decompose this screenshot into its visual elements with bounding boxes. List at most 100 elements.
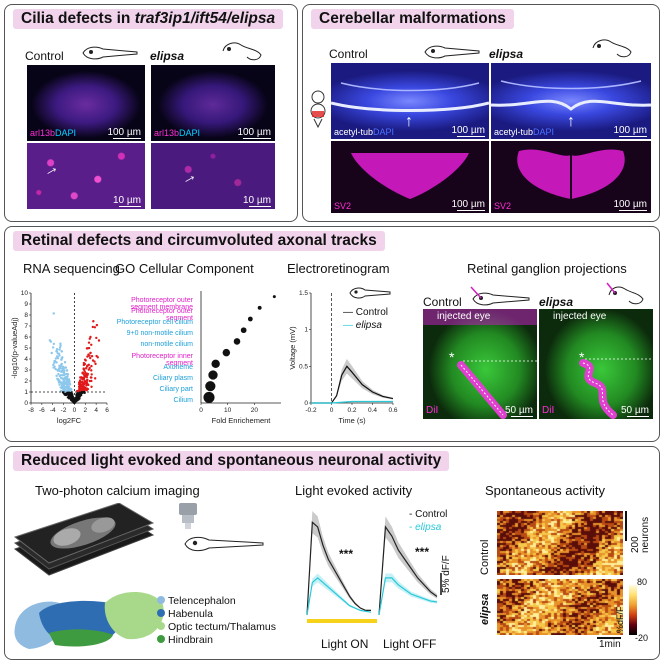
legend-swatch (157, 622, 165, 630)
larva-icon (470, 286, 530, 306)
x-axis-label: log2FC (57, 416, 82, 425)
volcano-point (90, 385, 93, 388)
volcano-point (78, 386, 82, 389)
region-legend-item: Habenula (157, 608, 287, 621)
volcano-point (83, 379, 86, 383)
go-point (208, 370, 218, 380)
go-term-label: Axoneme (163, 363, 193, 371)
volcano-point (57, 378, 60, 382)
volcano-point (58, 374, 61, 378)
volcano-point (58, 348, 61, 351)
volcano-point (57, 352, 61, 356)
volcano-point (58, 383, 61, 386)
larva-icon (82, 46, 138, 60)
volcano-point (90, 373, 93, 376)
volcano-point (87, 383, 90, 387)
volcano-point (59, 344, 62, 347)
trace-Control-off (378, 525, 438, 616)
go-point (247, 316, 253, 322)
legend-swatch (157, 596, 165, 604)
volcano-point (68, 380, 71, 383)
volcano-point (71, 399, 75, 402)
x-tick-label: 0.6 (388, 407, 397, 414)
spont-title: Spontaneous activity (485, 483, 605, 498)
volcano-point (52, 363, 55, 367)
mutant-overview-image: arl13bDAPI 100 µm (151, 65, 275, 141)
trace-elipsa-off (378, 577, 438, 616)
rgc-control-label: Control (423, 295, 462, 309)
region-legend-item: Optic tectum/Thalamus (157, 621, 287, 634)
region-legend-item: Hindbrain (157, 634, 287, 647)
brain-outline-icon (310, 90, 326, 129)
erg-legend-mutant: — elipsa (343, 320, 382, 331)
imaging-stack-image (13, 503, 155, 576)
go-dot-plot: 0 10 20 Fold Enrichement (199, 291, 281, 425)
volcano-point (57, 381, 61, 384)
go-term-label: 9+0 non-motile cilium (126, 330, 193, 338)
volcano-point (82, 367, 85, 370)
light-off-label: Light OFF (383, 637, 437, 651)
volcano-point (85, 347, 89, 350)
erg-title: Electroretinogram (287, 261, 390, 276)
volcano-point (63, 376, 67, 380)
volcano-point (65, 393, 68, 397)
x-tick-label: -8 (28, 407, 34, 414)
row-mutant-label: elipsa (479, 593, 491, 625)
mutant-sv2-image: SV2 100 µm (491, 141, 651, 213)
error-band-Control (307, 511, 371, 615)
light-title: Light evoked activity (295, 483, 413, 498)
y-tick-label: 0 (24, 400, 28, 407)
volcano-point (51, 346, 55, 349)
x-axis-label: Fold Enrichement (212, 416, 272, 425)
volcano-point (83, 382, 87, 385)
volcano-point (65, 375, 69, 379)
volcano-point (60, 362, 63, 366)
erg-series-Control (311, 365, 394, 404)
volcano-point (87, 353, 90, 356)
brain-region-map (14, 591, 164, 649)
y-tick-label: 2 (24, 378, 28, 385)
go-term-label: Photoreceptor inner segment (131, 352, 193, 367)
volcano-point (82, 373, 86, 376)
go-point (205, 381, 216, 392)
volcano-point (66, 372, 69, 376)
volcano-point (56, 356, 60, 360)
panel-title: Retinal defects and circumvoluted axonal… (13, 231, 385, 251)
control-label: Control (25, 49, 64, 63)
volcano-point (68, 395, 72, 398)
colorbar (629, 585, 637, 635)
volcano-point (88, 337, 91, 340)
volcano-point (89, 351, 92, 355)
go-point (257, 305, 262, 310)
rna-seq-title: RNA sequencing (23, 261, 120, 276)
objective-icon (179, 503, 197, 529)
x-tick-label: 0.4 (368, 407, 377, 414)
volcano-point (84, 367, 88, 370)
volcano-point (63, 372, 66, 375)
volcano-point (57, 372, 60, 376)
volcano-point (87, 368, 90, 371)
curled-larva-icon (222, 42, 262, 61)
mutant-acetyl-tub-image: ↑ acetyl-tubDAPI 100 µm (491, 63, 651, 139)
x-tick-label: 4 (94, 407, 98, 414)
x-tick-label: 6 (105, 407, 109, 414)
volcano-point (80, 383, 84, 386)
y-tick-label: 8 (24, 312, 28, 319)
control-error-band (311, 359, 393, 403)
y-axis-label: -log10(p-valueAdj) (11, 317, 19, 379)
y-tick-label: 1.5 (299, 290, 308, 297)
volcano-point (59, 381, 63, 384)
volcano-point (83, 358, 87, 361)
volcano-point (85, 381, 89, 384)
volcano-point (67, 392, 70, 396)
volcano-point (62, 365, 65, 368)
control-closeup-image: → 10 µm (27, 143, 145, 209)
panel-activity: Reduced light evoked and spontaneous neu… (4, 446, 660, 660)
neurons-scale-bar (625, 511, 627, 541)
volcano-point (67, 389, 70, 392)
volcano-point (62, 367, 65, 371)
volcano-point (67, 386, 71, 390)
volcano-point (78, 379, 82, 382)
volcano-point (90, 369, 93, 372)
